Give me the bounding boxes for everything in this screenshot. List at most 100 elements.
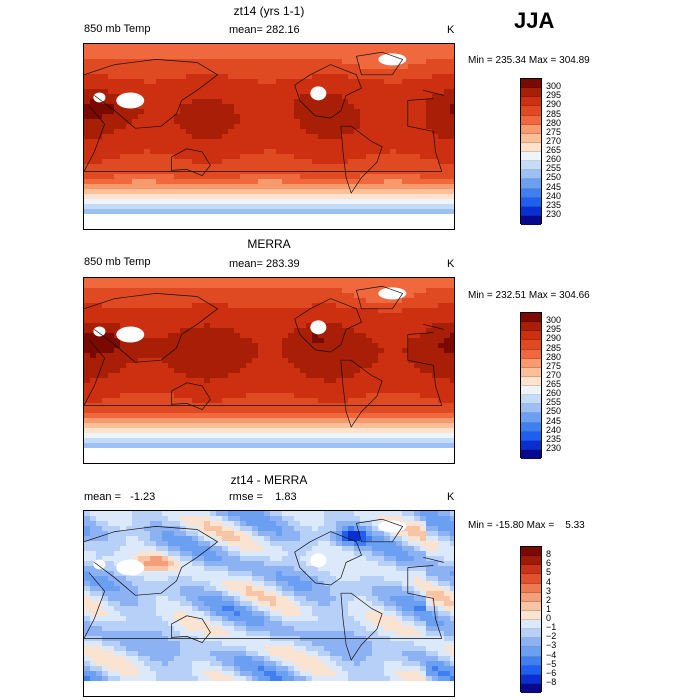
field-cell <box>228 189 235 195</box>
field-cell <box>294 418 301 424</box>
field-cell <box>252 448 259 454</box>
field-cell <box>180 521 187 527</box>
field-cell <box>336 89 343 95</box>
field-cell <box>300 89 307 95</box>
field-cell <box>210 199 217 205</box>
field-cell <box>114 453 121 459</box>
field-cell <box>396 219 403 225</box>
field-cell <box>222 448 229 454</box>
field-cell <box>120 353 127 359</box>
field-cell <box>432 358 439 364</box>
field-cell <box>336 438 343 444</box>
field-cell <box>132 418 139 424</box>
field-cell <box>156 438 163 444</box>
field-cell <box>384 418 391 424</box>
field-cell <box>402 358 409 364</box>
field-cell <box>378 64 385 70</box>
field-cell <box>384 298 391 304</box>
field-cell <box>252 303 259 309</box>
field-cell <box>372 448 379 454</box>
field-cell <box>150 144 157 150</box>
field-cell <box>174 328 181 334</box>
field-cell <box>168 139 175 145</box>
field-cell <box>132 139 139 145</box>
field-cell <box>378 423 385 429</box>
field-cell <box>306 313 313 319</box>
field-cell <box>414 443 421 449</box>
field-cell <box>348 288 355 294</box>
field-cell <box>132 323 139 329</box>
field-cell <box>222 313 229 319</box>
field-cell <box>444 428 451 434</box>
field-cell <box>288 428 295 434</box>
field-cell <box>414 129 421 135</box>
field-cell <box>198 453 205 459</box>
field-cell <box>348 393 355 399</box>
field-cell <box>240 413 247 419</box>
field-cell <box>336 418 343 424</box>
field-cell <box>312 333 319 339</box>
field-cell <box>156 318 163 324</box>
field-cell <box>372 209 379 215</box>
field-cell <box>210 164 217 170</box>
field-cell <box>126 288 133 294</box>
field-cell <box>336 49 343 55</box>
field-cell <box>132 373 139 379</box>
field-cell <box>84 318 91 324</box>
field-cell <box>264 511 271 517</box>
field-cell <box>384 209 391 215</box>
field-cell <box>156 179 163 185</box>
field-cell <box>234 353 241 359</box>
field-cell <box>336 214 343 220</box>
field-cell <box>96 214 103 220</box>
field-cell <box>144 531 151 537</box>
field-cell <box>234 511 241 517</box>
field-cell <box>162 154 169 160</box>
field-cell <box>198 368 205 374</box>
field-cell <box>114 69 121 75</box>
field-cell <box>354 298 361 304</box>
field-cell <box>444 318 451 324</box>
field-cell <box>234 204 241 210</box>
field-cell <box>306 144 313 150</box>
field-cell <box>372 154 379 160</box>
field-cell <box>408 353 415 359</box>
field-cell <box>96 184 103 190</box>
field-cell <box>342 418 349 424</box>
field-cell <box>276 343 283 349</box>
field-cell <box>156 79 163 85</box>
field-cell <box>372 224 379 229</box>
field-cell <box>342 64 349 70</box>
field-cell <box>198 536 205 542</box>
field-cell <box>222 144 229 150</box>
field-cell <box>168 453 175 459</box>
field-cell <box>420 303 427 309</box>
field-cell <box>180 536 187 542</box>
field-cell <box>156 298 163 304</box>
field-cell <box>426 44 433 50</box>
field-cell <box>408 134 415 140</box>
field-cell <box>246 293 253 299</box>
field-cell <box>270 526 277 532</box>
field-cell <box>144 363 151 369</box>
field-cell <box>126 428 133 434</box>
field-cell <box>276 308 283 314</box>
field-cell <box>246 288 253 294</box>
field-cell <box>282 453 289 459</box>
field-cell <box>276 526 283 532</box>
field-cell <box>192 109 199 115</box>
field-cell <box>354 373 361 379</box>
field-cell <box>96 383 103 389</box>
field-cell <box>132 114 139 120</box>
field-cell <box>174 179 181 185</box>
field-cell <box>102 526 109 532</box>
field-cell <box>450 328 454 334</box>
field-cell <box>90 413 97 419</box>
field-cell <box>318 318 325 324</box>
field-cell <box>204 443 211 449</box>
field-cell <box>174 428 181 434</box>
field-cell <box>174 224 181 229</box>
field-cell <box>234 219 241 225</box>
field-cell <box>348 521 355 527</box>
field-cell <box>114 303 121 309</box>
